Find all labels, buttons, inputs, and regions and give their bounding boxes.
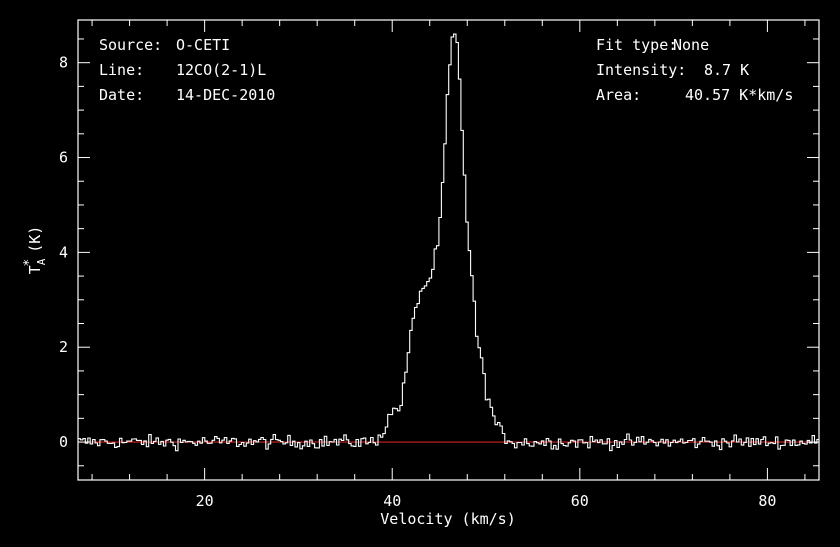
info-area-key: Area: <box>596 86 641 104</box>
info-area-value: 40.57 K*km/s <box>685 86 793 104</box>
y-axis-title: TA* (K) <box>22 226 48 275</box>
y-tick-label: 6 <box>59 149 68 167</box>
info-fit-type-value: None <box>673 36 709 54</box>
info-right: Fit type: None Intensity: 8.7 K Area: 40… <box>596 36 793 104</box>
svg-text:TA*(K): TA* (K) <box>22 226 48 275</box>
y-tick-label: 8 <box>59 54 68 72</box>
info-date-value: 14-DEC-2010 <box>176 86 275 104</box>
info-date-key: Date: <box>99 86 144 104</box>
info-source-value: O-CETI <box>176 36 230 54</box>
x-tick-label: 60 <box>571 492 589 510</box>
y-tick-label: 0 <box>59 433 68 451</box>
y-axis-title-sub: A <box>35 258 48 265</box>
info-fit-type-key: Fit type: <box>596 36 677 54</box>
y-axis-title-unit: (K) <box>26 226 44 253</box>
y-tick-label: 2 <box>59 338 68 356</box>
axis-tick-labels: 20 40 60 80 0 2 4 6 8 <box>59 54 776 510</box>
x-tick-label: 80 <box>758 492 776 510</box>
info-line-value: 12CO(2-1)L <box>176 61 266 79</box>
x-tick-label: 40 <box>383 492 401 510</box>
x-axis-title: Velocity (km/s) <box>380 510 515 528</box>
info-source-key: Source: <box>99 36 162 54</box>
plot-area <box>78 33 819 452</box>
spectrum-series <box>78 33 819 452</box>
x-tick-label: 20 <box>196 492 214 510</box>
info-intensity-key: Intensity: <box>596 61 686 79</box>
y-tick-label: 4 <box>59 243 68 261</box>
info-line-key: Line: <box>99 61 144 79</box>
info-left: Source: O-CETI Line: 12CO(2-1)L Date: 14… <box>99 36 275 104</box>
y-axis-title-main: T <box>26 265 44 274</box>
axis-ticks <box>78 20 819 480</box>
info-intensity-value: 8.7 K <box>704 61 749 79</box>
plot-frame <box>77 19 820 481</box>
y-axis-title-sup: * <box>22 259 37 267</box>
